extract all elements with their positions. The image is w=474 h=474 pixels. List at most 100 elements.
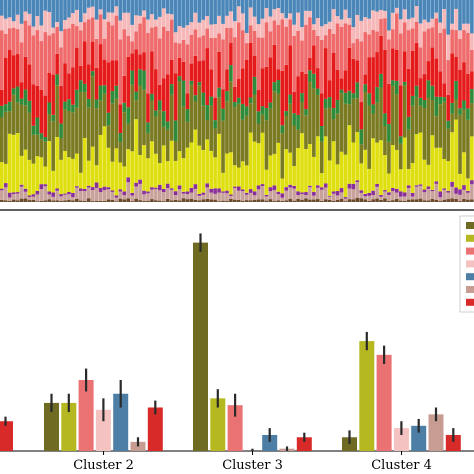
stack-segment: [406, 188, 411, 200]
stack-segment: [201, 19, 206, 36]
stack-segment: [371, 104, 375, 114]
stack-segment: [323, 108, 328, 137]
stack-segment: [63, 0, 67, 21]
stack-segment: [462, 100, 466, 110]
stack-segment: [181, 0, 186, 28]
stack-segment: [458, 108, 462, 115]
stack-segment: [63, 28, 67, 64]
stack-segment: [114, 6, 119, 16]
stack-segment: [225, 101, 229, 154]
stack-segment: [75, 47, 79, 90]
stack-segment: [418, 97, 423, 106]
stack-segment: [19, 155, 24, 185]
stack-segment: [375, 87, 379, 103]
stack-segment: [63, 101, 67, 110]
stack-segment: [106, 199, 111, 202]
stack-segment: [355, 180, 360, 183]
stack-segment: [31, 194, 36, 197]
stack-segment: [422, 200, 427, 202]
stack-segment: [347, 104, 352, 126]
stack-segment: [300, 27, 304, 41]
stack-segment: [197, 200, 202, 202]
stack-segment: [67, 99, 71, 111]
stack-segment: [51, 74, 55, 115]
stack-segment: [102, 126, 107, 187]
stack-segment: [213, 24, 217, 38]
stack-segment: [35, 85, 40, 118]
stack-segment: [71, 23, 75, 68]
stack-segment: [23, 191, 28, 199]
stack-segment: [434, 199, 439, 202]
stack-segment: [71, 13, 75, 24]
stack-segment: [391, 145, 395, 188]
stack-segment: [102, 200, 107, 202]
stack-segment: [371, 190, 375, 196]
stack-segment: [395, 192, 399, 199]
stack-segment: [94, 200, 99, 202]
stack-segment: [331, 119, 336, 142]
stack-segment: [35, 201, 40, 202]
stack-segment: [189, 63, 194, 81]
stack-segment: [201, 194, 206, 200]
stack-segment: [454, 193, 458, 199]
stack-segment: [244, 115, 249, 166]
stack-segment: [308, 187, 312, 200]
stack-segment: [418, 23, 423, 48]
stack-segment: [296, 12, 300, 31]
stack-segment: [252, 16, 257, 31]
stack-segment: [225, 190, 229, 194]
stack-segment: [233, 86, 237, 103]
stack-segment: [11, 27, 16, 56]
stack-segment: [422, 108, 427, 160]
stack-segment: [19, 198, 24, 202]
stack-segment: [177, 189, 182, 201]
stack-segment: [31, 134, 36, 164]
stack-segment: [466, 73, 470, 109]
stack-segment: [122, 195, 127, 200]
stack-segment: [351, 43, 356, 59]
stack-segment: [173, 141, 178, 161]
stack-segment: [316, 187, 320, 200]
stack-segment: [450, 0, 454, 24]
stack-segment: [118, 0, 123, 21]
stack-segment: [327, 0, 332, 22]
stack-segment: [201, 60, 206, 93]
stack-segment: [312, 24, 316, 30]
stack-segment: [359, 192, 364, 199]
stack-segment: [327, 80, 332, 98]
stack-segment: [438, 22, 443, 34]
stack-segment: [150, 51, 154, 94]
stack-segment: [31, 35, 36, 85]
stack-segment: [51, 121, 55, 171]
stack-segment: [296, 148, 300, 192]
stack-segment: [201, 192, 206, 195]
stack-segment: [193, 95, 198, 102]
stack-segment: [181, 158, 186, 192]
stack-segment: [98, 9, 103, 15]
stack-segment: [0, 15, 4, 31]
stack-segment: [126, 107, 131, 124]
stack-segment: [39, 139, 44, 158]
stack-segment: [75, 0, 79, 10]
stack-segment: [240, 161, 245, 190]
stack-segment: [244, 0, 249, 33]
stack-segment: [23, 0, 28, 12]
stack-segment: [237, 0, 241, 7]
stack-segment: [154, 200, 158, 202]
stack-segment: [126, 177, 131, 183]
stack-segment: [134, 15, 138, 32]
stack-segment: [343, 201, 348, 202]
stack-segment: [308, 199, 312, 202]
stack-segment: [142, 194, 146, 201]
stack-segment: [288, 45, 292, 95]
stack-segment: [233, 165, 237, 187]
stack-segment: [406, 0, 411, 20]
stack-segment: [240, 189, 245, 192]
stack-segment: [114, 148, 119, 196]
stack-segment: [414, 186, 419, 200]
stack-segment: [272, 20, 277, 45]
stack-segment: [79, 80, 83, 92]
stack-segment: [335, 195, 340, 200]
stack-segment: [418, 78, 423, 98]
stack-segment: [146, 191, 150, 194]
